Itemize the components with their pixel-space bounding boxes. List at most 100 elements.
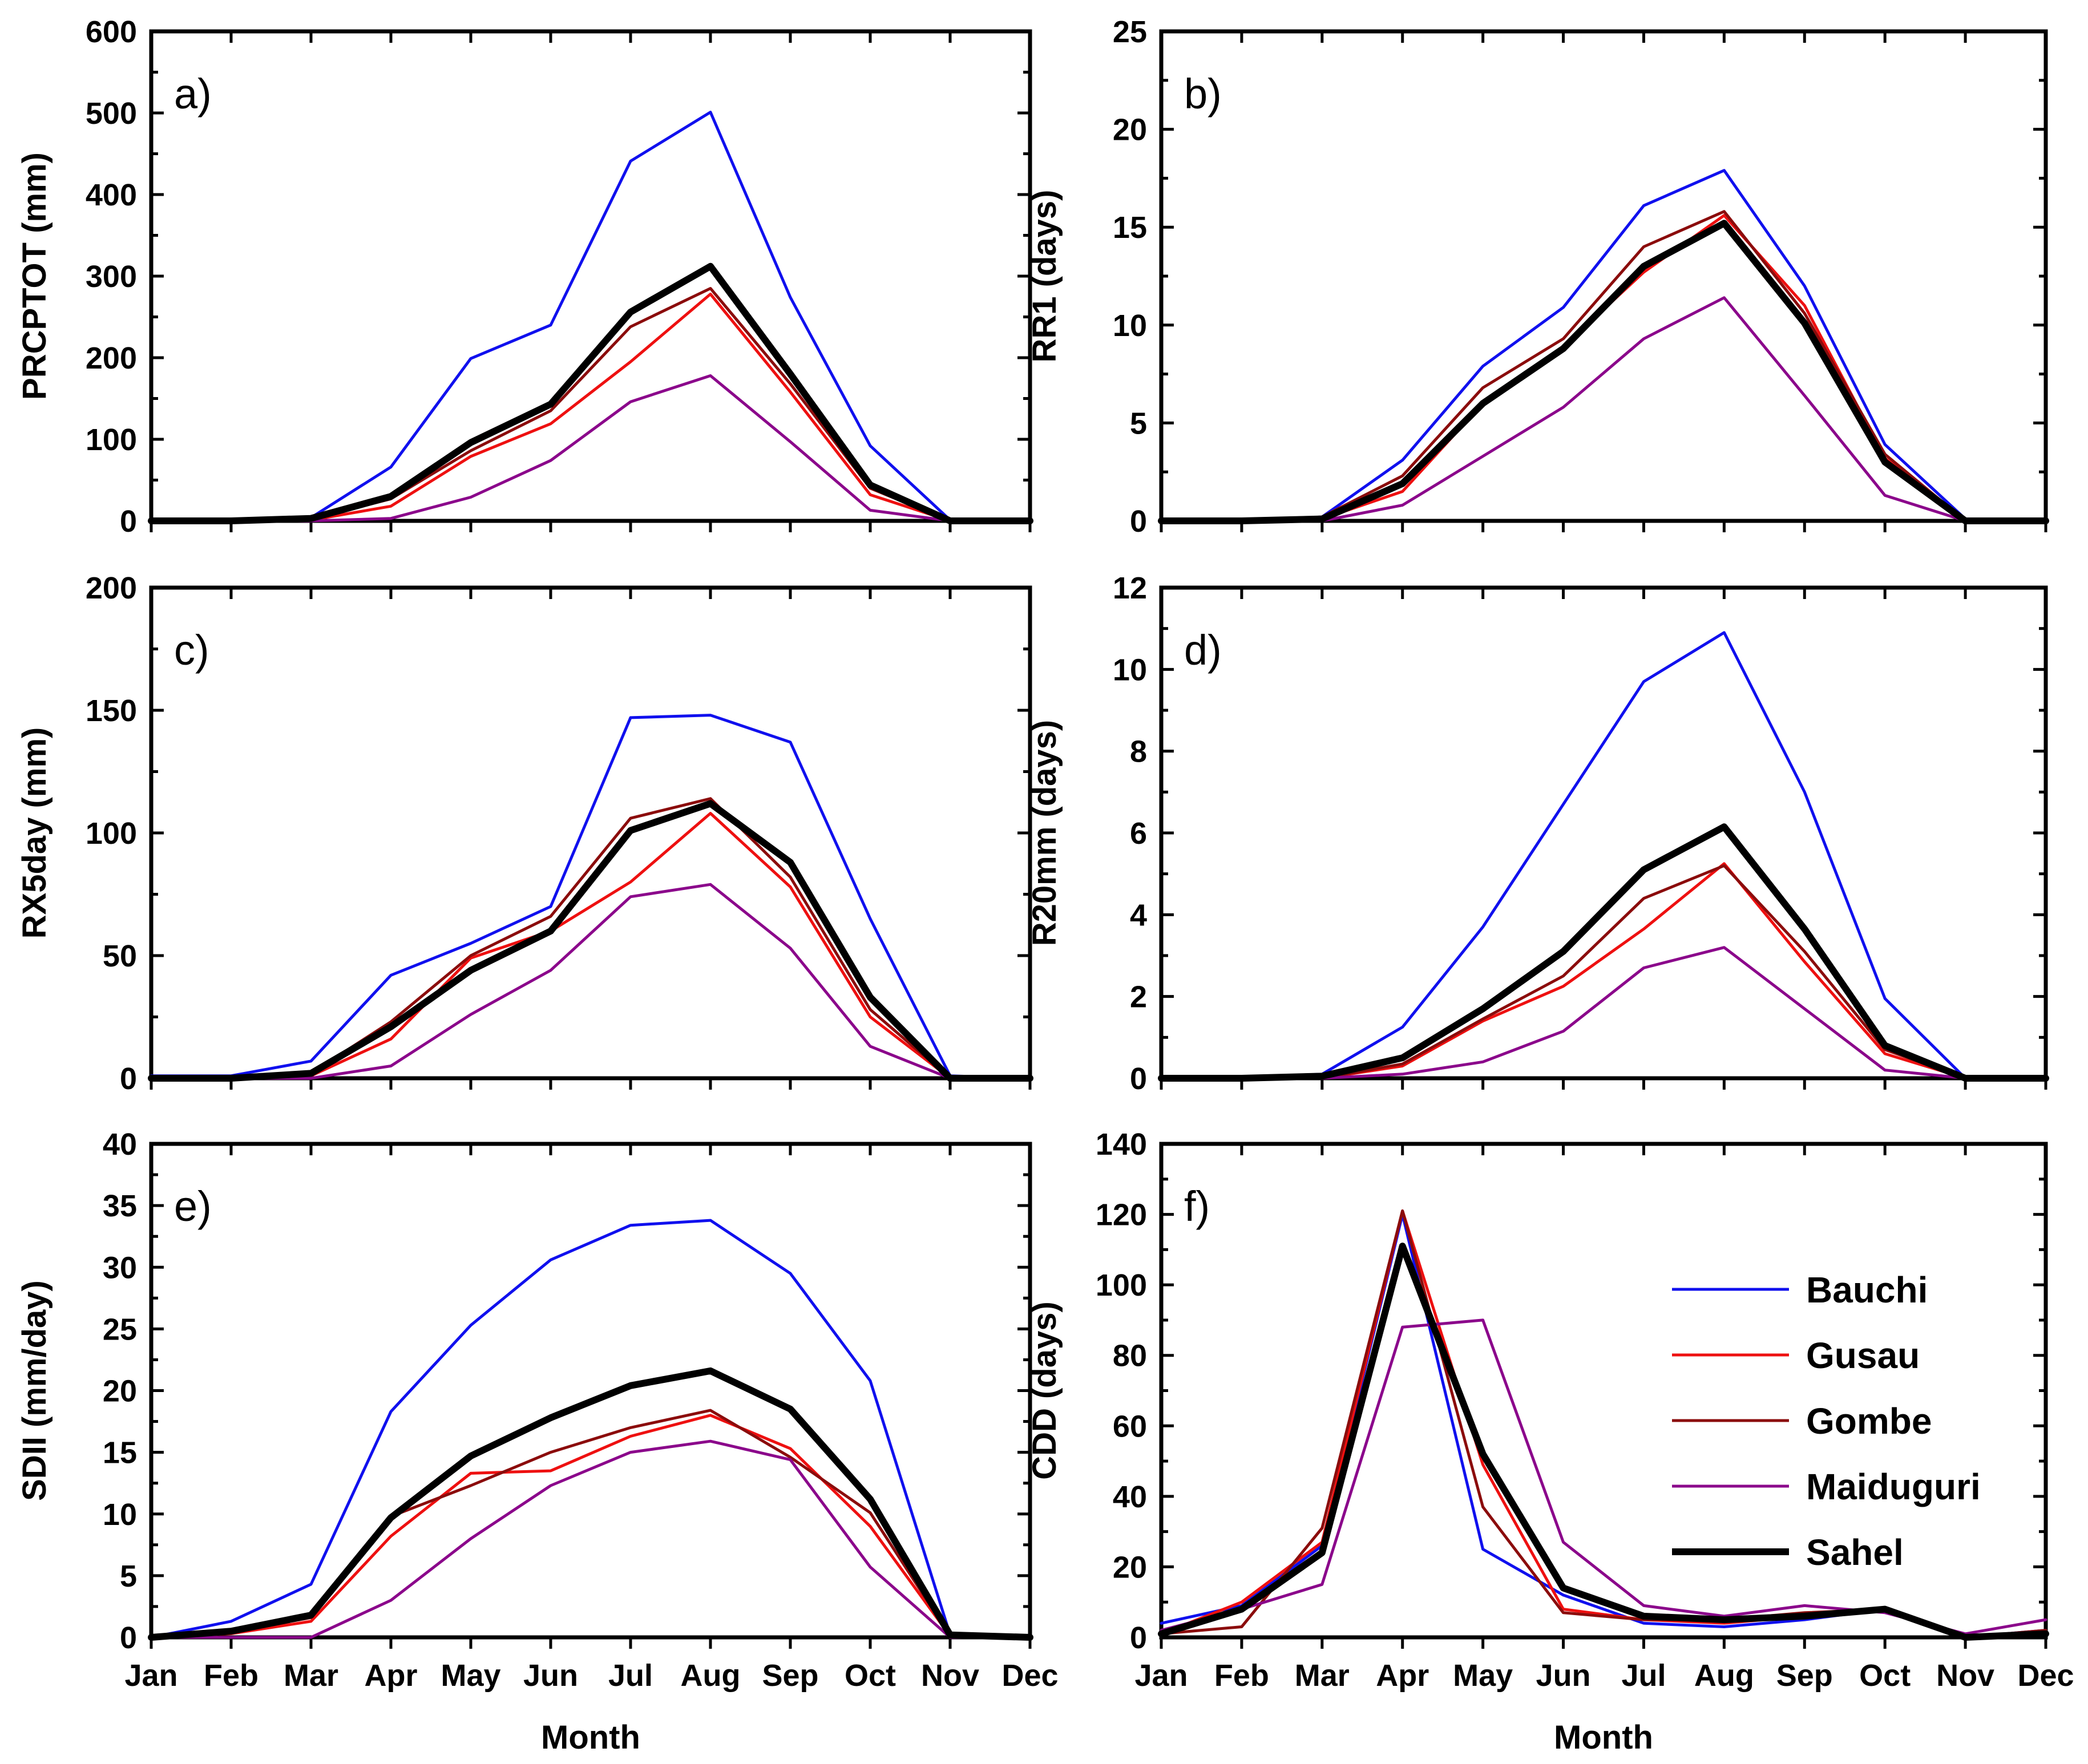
legend: Bauchi Gusau Gombe Maiduguri Sahel (1672, 1269, 1981, 1573)
y-tick-label: 0 (1130, 504, 1147, 539)
y-tick-label: 60 (1113, 1409, 1147, 1443)
panel-2: 0 5 10 15 20 25 b) RR1 (days) (1026, 15, 2049, 539)
x-tick-label: Aug (681, 1658, 741, 1693)
y-tick-label: 15 (1113, 211, 1147, 245)
y-tick-label: 5 (120, 1559, 137, 1593)
x-tick-label: Feb (1214, 1658, 1269, 1693)
panel-letter: d) (1184, 626, 1222, 674)
series-line-sahel (1158, 1243, 2049, 1641)
panel-5: 0 5 10 15 20 25 30 35 40 Jan Feb Mar Apr May Jun Jul Aug… (16, 1127, 1059, 1756)
x-tick-label: Apr (365, 1658, 418, 1693)
y-tick-label: 0 (120, 1621, 137, 1655)
series-line-sahel (1158, 823, 2049, 1082)
y-tick-label: 25 (103, 1312, 137, 1346)
x-tick-label: Sep (762, 1658, 818, 1693)
series-line-sahel (148, 800, 1033, 1082)
y-tick-label: 120 (1096, 1198, 1147, 1232)
y-axis-title: PRCPTOT (mm) (16, 152, 53, 400)
y-tick-label: 50 (103, 939, 137, 973)
series-line-gusau (150, 293, 1032, 523)
y-tick-label: 25 (1113, 15, 1147, 49)
panel-letter: b) (1184, 70, 1222, 118)
x-tick-label: Mar (1295, 1658, 1350, 1693)
x-tick-label: Dec (2017, 1658, 2074, 1693)
y-tick-label: 100 (1096, 1268, 1147, 1302)
y-tick-label: 4 (1130, 898, 1147, 932)
x-tick-label: Jun (1536, 1658, 1591, 1693)
y-tick-label: 10 (1113, 309, 1147, 343)
x-tick-label: Dec (1001, 1658, 1058, 1693)
y-tick-label: 20 (1113, 1550, 1147, 1584)
x-tick-label: Jul (1621, 1658, 1666, 1693)
y-tick-label: 0 (120, 1062, 137, 1096)
series-line-bauchi (150, 1219, 1032, 1639)
y-tick-label: 300 (86, 260, 137, 294)
series-line-gusau (1160, 862, 2047, 1080)
y-tick-label: 30 (103, 1251, 137, 1285)
legend-label-gusau: Gusau (1806, 1335, 1920, 1376)
series-line-sahel (1158, 220, 2049, 524)
series-line-maiduguri (150, 883, 1032, 1080)
x-axis-title: Month (541, 1719, 640, 1756)
y-axis-title: CDD (days) (1026, 1301, 1063, 1480)
plot-frame (1159, 585, 2048, 1081)
series-line-gusau (150, 1414, 1032, 1639)
x-tick-label: Feb (204, 1658, 259, 1693)
x-tick-label: Jan (1134, 1658, 1188, 1693)
y-tick-label: 12 (1113, 571, 1147, 605)
x-tick-label: Nov (1936, 1658, 1994, 1693)
panel-letter: f) (1184, 1183, 1210, 1230)
x-tick-label: Sep (1776, 1658, 1833, 1693)
y-tick-label: 10 (1113, 653, 1147, 687)
series-line-gombe (150, 1409, 1032, 1639)
legend-label-bauchi: Bauchi (1806, 1269, 1928, 1310)
panel-letter: e) (174, 1183, 212, 1230)
y-tick-label: 2 (1130, 980, 1147, 1014)
plot-frame (1159, 29, 2048, 523)
y-axis-title: RX5day (mm) (16, 727, 53, 939)
x-tick-label: May (1453, 1658, 1513, 1693)
series-line-bauchi (150, 714, 1032, 1080)
y-tick-label: 200 (86, 341, 137, 375)
series-line-maiduguri (150, 1439, 1032, 1639)
x-tick-label: Aug (1694, 1658, 1754, 1693)
y-tick-label: 500 (86, 96, 137, 131)
y-tick-label: 140 (1096, 1127, 1147, 1162)
legend-label-gombe: Gombe (1806, 1401, 1932, 1442)
series-line-sahel (148, 262, 1033, 524)
series-line-gusau (150, 812, 1032, 1080)
plot-frame (149, 585, 1032, 1081)
series-line-gusau (1160, 214, 2047, 523)
x-tick-label: Mar (284, 1658, 338, 1693)
x-tick-label: Nov (921, 1658, 979, 1693)
y-tick-label: 20 (1113, 113, 1147, 147)
y-tick-label: 200 (86, 571, 137, 605)
plot-frame (149, 29, 1032, 523)
panel-1: 0 100 200 300 400 500 600 a) PRCPTOT (mm) (16, 15, 1033, 539)
y-tick-label: 80 (1113, 1339, 1147, 1373)
series-line-bauchi (150, 111, 1032, 523)
y-tick-label: 150 (86, 694, 137, 728)
y-tick-label: 600 (86, 15, 137, 49)
y-tick-label: 40 (1113, 1480, 1147, 1514)
panel-3: 0 50 100 150 200 c) RX5day (mm) (16, 571, 1033, 1096)
y-tick-label: 40 (103, 1127, 137, 1162)
y-axis-title: RR1 (days) (1026, 190, 1063, 363)
panel-4: 0 2 4 6 8 10 12 d) R20mm (days) (1026, 571, 2049, 1096)
legend-label-maiduguri: Maiduguri (1806, 1466, 1981, 1507)
y-tick-label: 10 (103, 1498, 137, 1532)
series-line-gombe (150, 287, 1032, 523)
x-axis-title: Month (1554, 1719, 1653, 1756)
y-tick-label: 0 (1130, 1621, 1147, 1655)
x-tick-label: Apr (1376, 1658, 1429, 1693)
x-tick-label: Jul (608, 1658, 653, 1693)
y-tick-label: 8 (1130, 735, 1147, 769)
y-axis-title: SDII (mm/day) (16, 1280, 53, 1501)
series-line-sahel (148, 1367, 1033, 1641)
y-tick-label: 35 (103, 1189, 137, 1223)
panel-letter: a) (174, 70, 212, 118)
y-axis-title: R20mm (days) (1026, 720, 1063, 946)
y-tick-label: 400 (86, 178, 137, 212)
panel-6: 0 20 40 60 80 100 120 140 Jan Feb Mar Apr May Jun Jul A… (1026, 1127, 2074, 1756)
